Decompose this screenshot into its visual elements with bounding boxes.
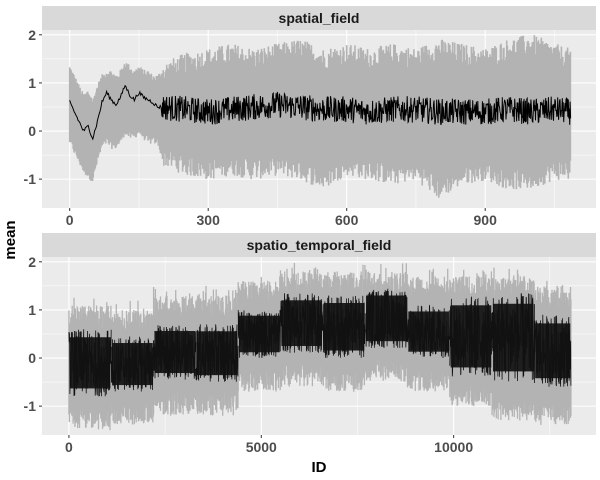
mean-core-block [408,311,449,352]
strip-spatio-temporal-field [42,233,596,257]
mean-line [69,84,572,141]
x-tick-label: 0 [65,439,73,455]
mean-core-block [450,305,492,368]
mean-core-block [69,337,111,389]
strip-spatial-field [42,6,596,30]
mean-core-block [154,330,196,374]
yticks-spatio-temporal-field: -1 0 1 2 [24,254,42,414]
mean-core-block [366,295,407,342]
y-tick-label: 0 [28,123,36,139]
y-tick-label: -1 [24,398,37,414]
y-axis-title: mean [2,220,19,259]
x-tick-label: 0 [66,212,74,228]
mean-core-block [492,303,534,372]
yticks-spatial-field: -1 0 1 2 [24,27,42,187]
y-tick-label: 0 [28,350,36,366]
mean-core-block [112,343,153,386]
line-spatio-temporal-field [68,288,572,397]
strip-title-spatial-field: spatial_field [279,10,360,26]
x-tick-label: 900 [474,212,498,228]
xticks-spatio-temporal-field: 0 5000 10000 [65,435,473,455]
mean-core-block [535,323,571,379]
mean-core-block [196,331,238,376]
y-tick-label: 2 [28,27,36,43]
x-axis-title: ID [312,459,327,476]
mean-core-block [323,302,365,351]
y-tick-label: 1 [28,75,36,91]
line-spatial-field [69,84,572,141]
y-tick-label: -1 [24,171,37,187]
x-tick-label: 10000 [434,439,473,455]
y-tick-label: 1 [28,302,36,318]
x-tick-label: 600 [335,212,359,228]
mean-core-block [239,315,280,353]
strip-title-spatio-temporal-field: spatio_temporal_field [247,237,392,253]
x-tick-label: 300 [197,212,221,228]
mean-core-block [281,300,323,346]
xticks-spatial-field: 0 300 600 900 [66,208,497,228]
y-tick-label: 2 [28,254,36,270]
x-tick-label: 5000 [246,439,277,455]
